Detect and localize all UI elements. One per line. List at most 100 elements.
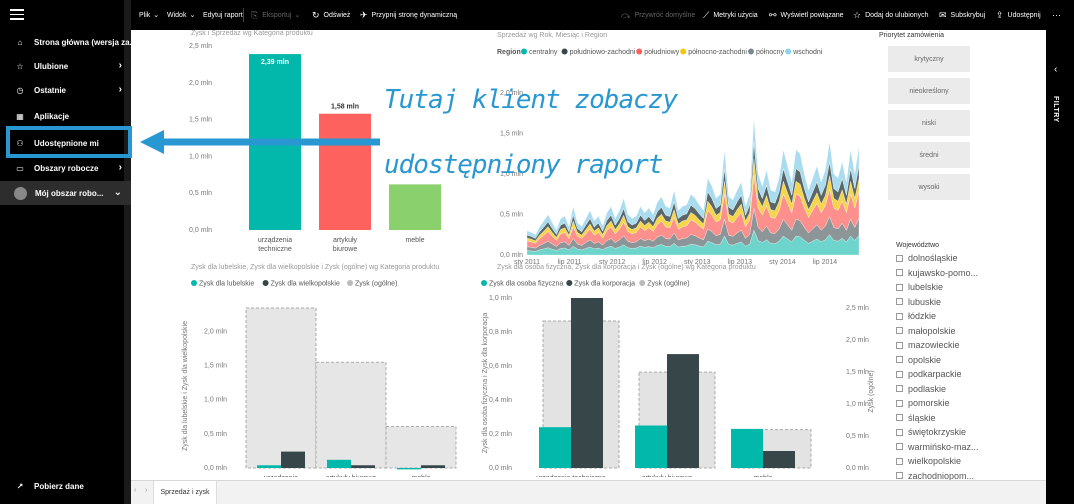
voivodeship-option[interactable]: podlaskie	[896, 384, 946, 394]
y-tick-label: 2,0 mln	[189, 80, 212, 87]
chevron-down-icon: ⌄	[153, 12, 160, 19]
y2-axis-label: Zysk (ogólne)	[868, 370, 875, 412]
tab-sales-profit-label: Sprzedaż i zysk	[160, 489, 210, 496]
legend-marker	[481, 280, 487, 286]
legend-entry: północno-zachodni	[688, 49, 747, 56]
voivodeship-option[interactable]: świętokrzyskie	[896, 427, 966, 437]
y2-tick-label: 0,5 mln	[846, 433, 869, 440]
reset-icon: ⤼	[621, 9, 631, 20]
voivodeship-option[interactable]: zachodniopom...	[896, 471, 974, 480]
priority-option[interactable]: krytyczny	[888, 46, 970, 72]
related-icon: ⚯	[769, 9, 777, 20]
priority-option[interactable]: średni	[888, 142, 970, 168]
export-button[interactable]: ⎘ Eksportuj ⌄	[251, 0, 300, 30]
refresh-button[interactable]: ↻ Odśwież	[312, 0, 350, 30]
legend-entry: Zysk dla korporacja	[574, 281, 635, 288]
nav-item-4[interactable]: ⚇ Udostępnione mi	[0, 131, 131, 155]
bar-1	[319, 113, 371, 230]
voivodeship-option[interactable]: kujawsko-pomo...	[896, 268, 978, 278]
voivodeship-option[interactable]: pomorskie	[896, 398, 950, 408]
pin-live-page-button[interactable]: ✈ Przypnij stronę dynamiczną	[360, 0, 457, 30]
priority-option[interactable]: nieokreślony	[888, 78, 970, 104]
avatar-icon	[14, 186, 27, 200]
report-action-bar: Plik ⌄ Widok ⌄ Edytuj raport ⎘ Eksportuj ⌄ ↻…	[131, 0, 1074, 30]
legend-marker	[785, 48, 792, 55]
data-label: 1,58 mln	[331, 104, 359, 111]
voivodeship-option[interactable]: wielkopolskie	[896, 456, 961, 466]
nav-item-label: Ulubione	[34, 61, 69, 71]
download-data-link[interactable]: ↗ Pobierz dane	[0, 474, 131, 498]
x-tick-label: urządzenia techniczne	[536, 475, 606, 477]
checkbox-icon	[896, 370, 903, 378]
nav-item-1[interactable]: ☆ Ulubione ›	[0, 54, 131, 78]
y-tick-label: 0,0 mln	[189, 227, 212, 234]
share-icon: ⇪	[996, 9, 1004, 20]
priority-option[interactable]: wysoki	[888, 174, 970, 200]
voivodeship-option[interactable]: podkarpackie	[896, 369, 962, 379]
voivodeship-option[interactable]: mazowieckie	[896, 340, 960, 350]
subscribe-button[interactable]: ✉ Subskrybuj	[939, 0, 985, 30]
priority-option[interactable]: niski	[888, 110, 970, 136]
nav-item-label: Obszary robocze	[34, 163, 99, 173]
legend-title: Region	[497, 49, 521, 56]
chevron-icon: ›	[118, 60, 122, 71]
y2-tick-label: 2,0 mln	[846, 337, 869, 344]
profit-individual-corporate-chart[interactable]: Zysk dla osoba fizyczna Zysk dla korporac…	[481, 272, 881, 477]
y-tick-label: 0,4 mln	[489, 397, 512, 404]
add-to-favorites-button[interactable]: ☆ Dodaj do ulubionych	[853, 0, 929, 30]
nav-item-0[interactable]: ⌂ Strona główna (wersja za...	[0, 30, 137, 54]
apps-icon: ▦	[16, 111, 24, 121]
sales-by-region-area-chart[interactable]: Region centralny południowo-zachodni połudn…	[461, 40, 881, 265]
y-tick-label: 0,2 mln	[489, 431, 512, 438]
reset-defaults-button[interactable]: ⤼ Przywróć domyślne	[621, 0, 695, 30]
bar-corporate	[667, 354, 699, 468]
nav-item-6[interactable]: Mój obszar robo... ⌄	[0, 181, 131, 205]
checkbox-icon	[896, 356, 903, 363]
nav-item-3[interactable]: ▦ Aplikacje	[0, 104, 131, 128]
legend-entry: Zysk (ogólne)	[355, 281, 397, 288]
voivodeship-option[interactable]: opolskie	[896, 355, 941, 365]
voivodeship-option[interactable]: lubelskie	[896, 282, 943, 292]
voivodeship-option[interactable]: małopolskie	[896, 326, 956, 336]
file-menu[interactable]: Plik ⌄	[139, 0, 159, 30]
y-tick-label: 0,0 mln	[489, 465, 512, 472]
checkbox-icon	[896, 327, 903, 334]
share-button[interactable]: ⇪ Udostępnij	[996, 0, 1041, 30]
refresh-icon: ↻	[312, 9, 320, 20]
more-options-button[interactable]: ···	[1052, 0, 1061, 30]
tab-sales-profit[interactable]: Sprzedaż i zysk	[153, 481, 217, 504]
refresh-label: Odśwież	[323, 11, 351, 19]
voivodeship-option[interactable]: łódzkie	[896, 311, 936, 321]
voivodeship-option[interactable]: śląskie	[896, 413, 936, 423]
hamburger-menu-icon[interactable]	[10, 9, 24, 20]
prev-page-icon[interactable]: ‹	[134, 487, 137, 494]
voivodeship-option[interactable]: warmińsko-maz...	[896, 442, 979, 452]
filters-pane[interactable]: ‹ FILTRY	[1046, 30, 1074, 504]
nav-item-2[interactable]: ◷ Ostatnie ›	[0, 78, 131, 102]
voivodeship-option[interactable]: dolnośląskie	[896, 253, 958, 263]
voivodeship-option[interactable]: lubuskie	[896, 297, 941, 307]
x-tick-label: sty 2012	[599, 259, 626, 265]
view-menu-label: Widok	[167, 11, 187, 19]
chart4-title: Zysk dla osoba fizyczna, Zysk dla korpor…	[497, 264, 756, 271]
y-tick-label: 0,5 mln	[189, 190, 212, 197]
voivodeship-option-label: wielkopolskie	[908, 456, 962, 466]
view-menu[interactable]: Widok ⌄	[167, 0, 195, 30]
annotation-line1: Tutaj klient zobaczy	[384, 85, 678, 115]
x-tick-label: meble	[405, 237, 424, 244]
nav-item-5[interactable]: ▭ Obszary robocze ›	[0, 156, 131, 180]
star-icon: ☆	[16, 61, 24, 71]
nav-item-label: Aplikacje	[34, 111, 70, 121]
usage-metrics-button[interactable]: ⟋ Metryki użycia	[703, 0, 758, 30]
left-nav-pane: ⌂ Strona główna (wersja za... ☆ Ulubione › ◷ O…	[0, 0, 137, 504]
voivodeship-option-label: małopolskie	[908, 325, 956, 336]
view-related-button[interactable]: ⚯ Wyświetl powiązane	[769, 0, 844, 30]
report-canvas: Zysk i Sprzedaż wg Kategoria produktu 0,…	[131, 30, 1046, 480]
collapse-chevron-icon[interactable]: ‹	[1054, 64, 1058, 75]
nav-item-label: Ostatnie	[34, 85, 67, 95]
edit-report-button[interactable]: Edytuj raport	[203, 0, 243, 30]
profit-lubelskie-wielkopolskie-chart[interactable]: Zysk dla lubelskie Zysk dla wielkopolskie…	[171, 272, 471, 477]
next-page-icon[interactable]: ›	[145, 487, 148, 494]
x-tick-label: lip 2012	[642, 259, 667, 265]
export-label: Eksportuj	[262, 11, 292, 19]
